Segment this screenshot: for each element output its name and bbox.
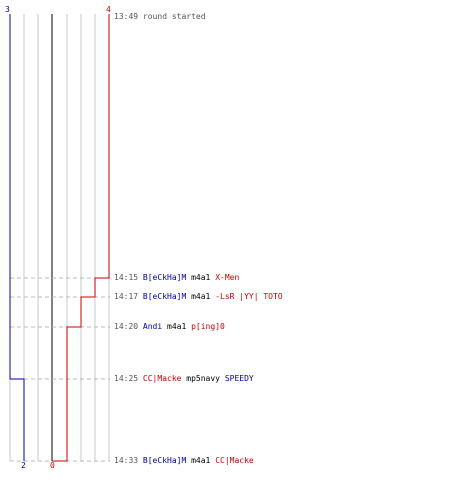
- grid-lines: [9, 14, 110, 461]
- kill-event-row: 14:33 B[eCkHa]M m4a1 CC|Macke: [114, 456, 254, 466]
- round-start-text: round started: [142, 12, 206, 21]
- killer-name: B[eCkHa]M: [142, 292, 187, 301]
- weapon-name: m4a1: [191, 456, 211, 465]
- weapon-name: m4a1: [191, 292, 211, 301]
- killer-name: CC|Macke: [142, 374, 182, 383]
- red-team-line: [52, 14, 110, 462]
- event-time: 14:33: [114, 456, 139, 465]
- kill-event-row: 14:15 B[eCkHa]M m4a1 X-Men: [114, 273, 239, 283]
- victim-name: X-Men: [215, 273, 240, 282]
- left-end-score: 2: [21, 461, 26, 470]
- kill-event-row: 14:25 CC|Macke mp5navy SPEEDY: [114, 374, 254, 384]
- weapon-name: mp5navy: [186, 374, 220, 383]
- blue-team-line: [9, 14, 25, 461]
- victim-name: -LsR |YY| TOTO: [215, 292, 283, 301]
- victim-name: p[ing]0: [191, 322, 225, 331]
- victim-name: CC|Macke: [215, 456, 254, 465]
- killer-name: Andi: [142, 322, 163, 331]
- event-time: 14:25: [114, 374, 139, 383]
- killer-name: B[eCkHa]M: [142, 456, 187, 465]
- round-start-row: 13:49 round started: [114, 12, 206, 22]
- left-start-score: 3: [5, 5, 10, 14]
- event-time: 14:17: [114, 292, 139, 301]
- weapon-name: m4a1: [191, 273, 211, 282]
- event-time: 13:49: [114, 12, 139, 21]
- right-end-score: 0: [50, 461, 55, 470]
- victim-name: SPEEDY: [224, 374, 254, 383]
- kill-event-row: 14:20 Andi m4a1 p[ing]0: [114, 322, 225, 332]
- killer-name: B[eCkHa]M: [142, 273, 187, 282]
- weapon-name: m4a1: [167, 322, 187, 331]
- kill-event-row: 14:17 B[eCkHa]M m4a1 -LsR |YY| TOTO: [114, 292, 283, 302]
- right-start-score: 4: [106, 5, 111, 14]
- event-time: 14:15: [114, 273, 139, 282]
- event-time: 14:20: [114, 322, 139, 331]
